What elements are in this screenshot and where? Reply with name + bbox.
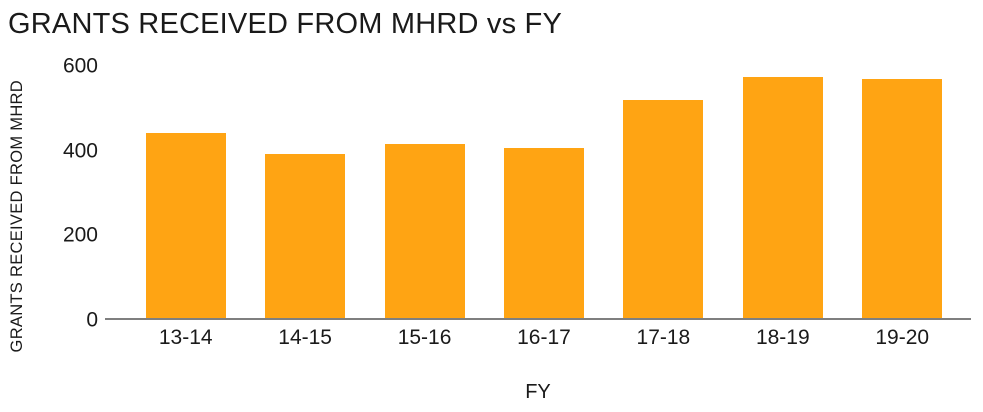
bar-17-18 [623, 99, 704, 318]
x-tick-label-14-15: 14-15 [278, 326, 332, 349]
bar-cell-14-15 [245, 66, 364, 318]
bar-cell-13-14 [126, 66, 245, 318]
bar-18-19 [742, 76, 823, 318]
x-tick-label-15-16: 15-16 [397, 326, 452, 349]
bar-cell-15-16 [365, 66, 484, 318]
bar-cell-18-19 [723, 66, 842, 318]
x-tick-label-17-18: 17-18 [636, 326, 691, 349]
bar-cell-19-20 [843, 66, 962, 318]
x-tick-label-19-20: 19-20 [875, 326, 930, 349]
bar-19-20 [862, 78, 943, 318]
y-tick-label-400: 400 [62, 139, 98, 163]
bar-13-14 [145, 133, 226, 318]
x-axis-labels: 13-14 14-15 15-16 16-17 17-18 18-19 19-20 [105, 327, 971, 348]
bar-16-17 [503, 147, 584, 318]
y-tick-label-0: 0 [86, 308, 98, 332]
x-tick-label-13-14: 13-14 [158, 326, 213, 349]
x-tick-label-18-19: 18-19 [755, 326, 810, 349]
bar-15-16 [384, 143, 465, 318]
y-tick-label-600: 600 [62, 54, 98, 78]
x-tick-label-16-17: 16-17 [517, 326, 571, 349]
x-axis-title: FY [525, 381, 551, 403]
bar-14-15 [265, 154, 346, 318]
bar-cell-16-17 [484, 66, 603, 318]
chart-title: GRANTS RECEIVED FROM MHRD vs FY [8, 8, 562, 40]
bar-cell-17-18 [604, 66, 723, 318]
y-tick-label-200: 200 [62, 223, 98, 247]
plot-area [105, 66, 971, 320]
y-axis-ticks: 0 200 400 600 [0, 56, 100, 331]
